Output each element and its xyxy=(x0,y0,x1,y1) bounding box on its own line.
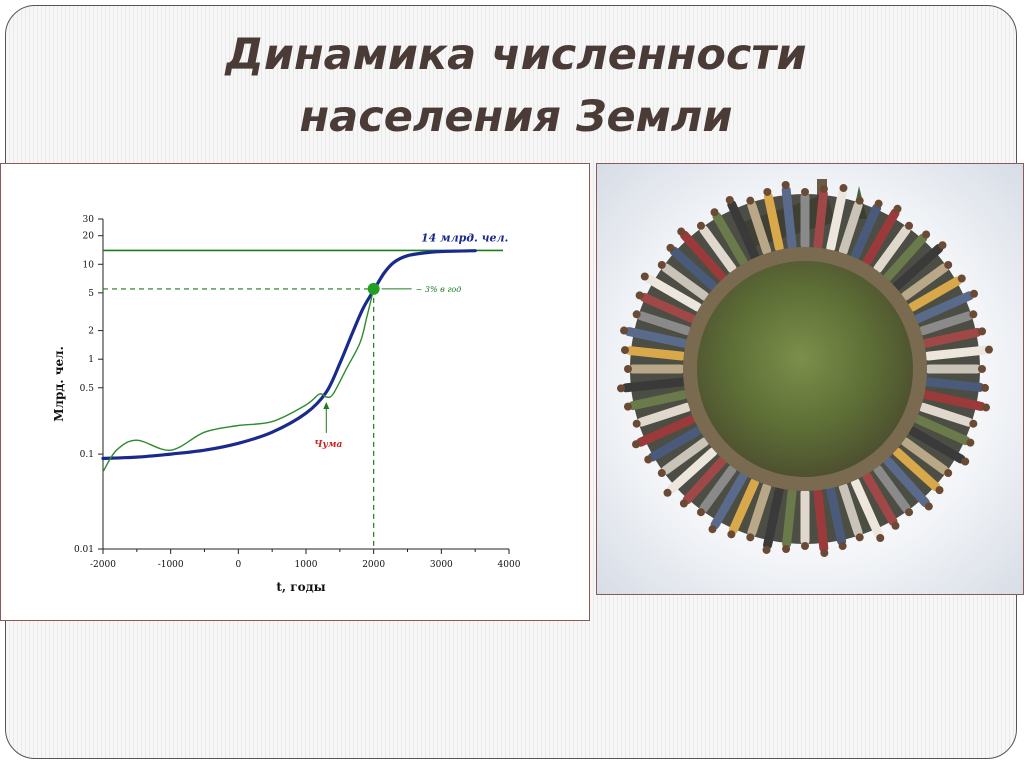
title-line-1: Динамика численности xyxy=(225,30,807,80)
plague-arrow-head xyxy=(323,401,330,409)
x-tick-label: -1000 xyxy=(158,560,184,570)
population-chart: -2000 -1000 0 1000 2000 3000 4000 0.01 0.1 0.5 1 2… xyxy=(52,215,521,594)
x-tick-label: 0 xyxy=(235,560,241,570)
series-layer xyxy=(101,249,477,473)
title-band: Динамика численности населения Земли xyxy=(6,6,1016,166)
growth-point-marker xyxy=(367,282,380,295)
guide-lines xyxy=(103,249,503,549)
y-tick-label: 2 xyxy=(88,327,94,337)
y-tick-label: 0.01 xyxy=(74,545,94,555)
y-axis-label: Млрд. чел. xyxy=(52,346,66,422)
y-tick-label: 0.1 xyxy=(80,450,94,460)
x-tick-label: 3000 xyxy=(430,560,453,570)
y-tick-label: 0.5 xyxy=(80,384,95,394)
asymptote-label: 14 млрд. чел. xyxy=(421,231,509,244)
y-tick-label: 10 xyxy=(83,260,95,270)
data-series-line xyxy=(102,288,375,473)
x-ticks: -2000 -1000 0 1000 2000 3000 4000 xyxy=(90,549,521,570)
x-tick-label: 1000 xyxy=(295,560,318,570)
x-tick-label: 2000 xyxy=(362,560,385,570)
slide-title: Динамика численности населения Земли xyxy=(156,24,876,148)
chart-panel: -2000 -1000 0 1000 2000 3000 4000 0.01 0.1 0.5 1 2… xyxy=(0,163,590,621)
growth-rate-label: ~ 3% в год xyxy=(416,285,462,294)
y-tick-label: 1 xyxy=(88,355,94,365)
y-tick-label: 5 xyxy=(88,289,94,299)
y-tick-label: 30 xyxy=(83,215,95,225)
x-tick-label: -2000 xyxy=(90,560,116,570)
chart-axes xyxy=(102,219,509,550)
y-tick-label: 20 xyxy=(83,232,95,242)
x-tick-label: 4000 xyxy=(498,560,521,570)
tiny-planet-people-photo-icon xyxy=(597,164,1023,594)
x-axis-label: t, годы xyxy=(276,580,325,594)
photo-panel xyxy=(596,163,1024,595)
plague-label: Чума xyxy=(314,440,342,450)
title-line-2: населения Земли xyxy=(299,92,733,142)
y-ticks: 0.01 0.1 0.5 1 2 5 10 20 30 xyxy=(74,215,103,555)
model-series-line xyxy=(101,249,477,460)
